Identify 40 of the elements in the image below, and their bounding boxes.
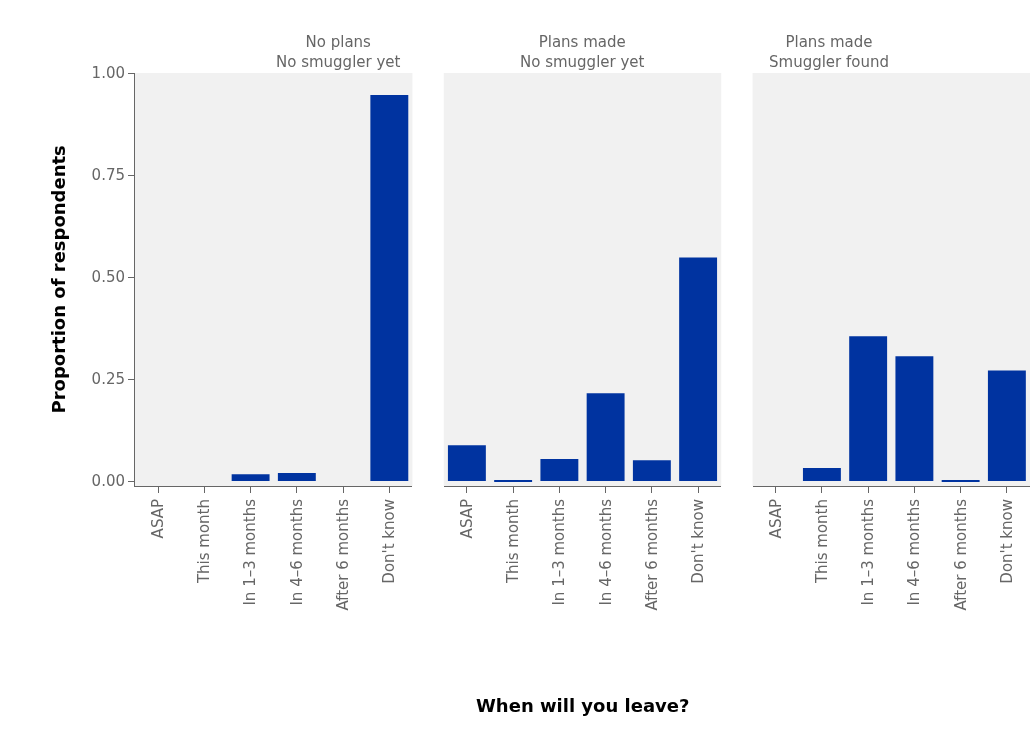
bar [679,257,718,482]
x-tick-label: In 1–3 months [241,498,260,606]
x-tick-label: In 1–3 months [550,498,569,606]
x-tick-label: Don't know [688,499,707,584]
y-tick-label: 0.00 [91,472,125,491]
y-tick-label: 0.75 [91,166,125,185]
x-tick-label: In 4–6 months [905,498,924,606]
y-tick-label: 0.25 [91,370,125,389]
y-axis-title: Proportion of respondents [47,145,69,414]
x-tick-label: Don't know [380,499,399,584]
x-tick-label: This month [504,499,523,585]
bar [849,336,888,482]
bar [802,468,841,482]
x-axis-title: When will you leave? [476,695,690,716]
x-tick-label: In 4–6 months [596,498,615,606]
bar [277,472,316,482]
x-tick-label: After 6 months [951,498,970,611]
chart-title: Plans made No smuggler yet [520,33,645,71]
y-tick-label: 0.50 [91,268,125,287]
x-tick-label: ASAP [148,499,167,539]
x-tick-label: After 6 months [642,498,661,611]
bar [586,393,625,482]
x-tick-label: Don't know [997,499,1016,584]
x-tick-label: In 4–6 months [287,498,306,606]
x-tick-label: In 1–3 months [859,498,878,606]
x-tick-label: After 6 months [333,498,352,611]
x-tick-label: This month [195,499,214,585]
bar [540,459,579,482]
x-tick-label: ASAP [766,499,785,539]
bar [987,370,1026,482]
bar [447,445,486,482]
bar [370,95,409,482]
chart-title: No plans No smuggler yet [276,33,401,71]
x-tick-label: This month [812,499,831,585]
bar [895,356,934,482]
x-tick-label: ASAP [457,499,476,539]
bar [231,474,270,482]
chart-title: Plans made Smuggler found [769,33,890,71]
bar [632,460,671,482]
y-tick-label: 1.00 [91,64,125,83]
